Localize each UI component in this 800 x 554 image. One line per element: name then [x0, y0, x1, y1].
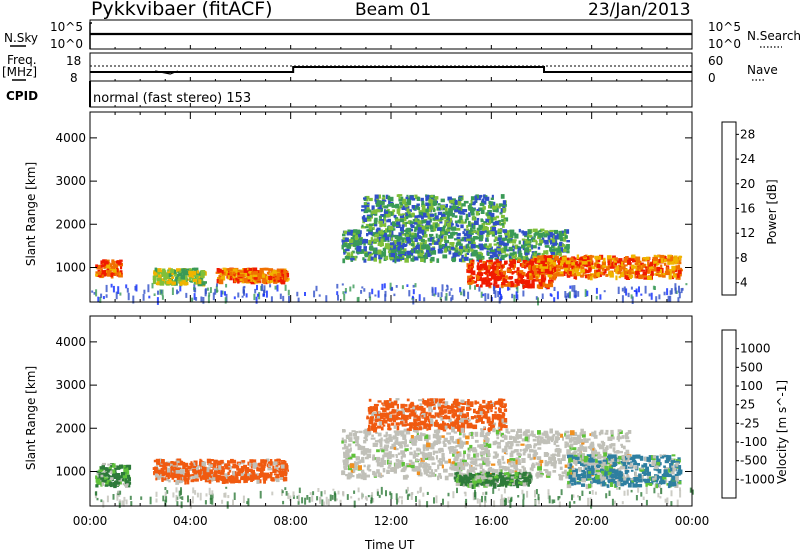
cpid-text: normal (fast stereo) 153 [93, 91, 252, 106]
station-title: Pykkvibaer (fitACF) [91, 0, 273, 20]
velocity-cbar-label-6: -500 [740, 454, 767, 468]
nsearch-tick-bottom: 10^0 [708, 37, 741, 51]
nsearch-tick-top: 10^5 [708, 20, 741, 34]
beam-title: Beam 01 [355, 0, 432, 20]
freq-unit-label: [MHz] [2, 65, 38, 79]
xtick-label-0: 00:00 [73, 514, 108, 528]
freq-tick-top: 18 [66, 54, 82, 68]
velocity-ytick-label-0: 1000 [55, 464, 86, 478]
velocity-cbar-label-3: 25 [740, 398, 755, 412]
freq-tick-bottom: 8 [70, 71, 78, 85]
nsky-tick-top: 10^5 [50, 20, 83, 34]
power-cbar-label-0: 4 [740, 276, 748, 290]
nsky-start-marker [89, 22, 92, 49]
velocity-colorbar-frame [721, 329, 737, 499]
velocity-cbar-label-1: 500 [740, 360, 763, 374]
velocity-ytick-label-2: 3000 [55, 378, 86, 392]
velocity-ytick-label-1: 2000 [55, 421, 86, 435]
power-ytick-label-3: 4000 [55, 131, 86, 145]
xlabel: Time UT [365, 538, 415, 552]
velocity-cbar-label-7: -1000 [740, 472, 775, 486]
xtick-label-4: 16:00 [474, 514, 509, 528]
power-colorbar-frame [721, 121, 737, 296]
velocity-data [94, 398, 694, 509]
xtick-label-3: 12:00 [374, 514, 409, 528]
power-cbar-label-3: 16 [740, 202, 755, 216]
power-cbar-label-5: 24 [740, 152, 755, 166]
velocity-cbar-label-5: -100 [740, 435, 767, 449]
cpid-label: CPID [6, 89, 39, 103]
velocity-cbar-label-2: 100 [740, 379, 763, 393]
velocity-cbar-label-4: -25 [740, 416, 760, 430]
xtick-label-5: 20:00 [574, 514, 609, 528]
nsky-label: N.Sky [4, 31, 39, 45]
xtick-label-2: 08:00 [273, 514, 308, 528]
xtick-label-6: 00:00 [675, 514, 710, 528]
xtick-label-1: 04:00 [173, 514, 208, 528]
freq-label: Freq. [7, 53, 37, 67]
power-cbar-label-2: 12 [740, 226, 755, 240]
nave-label: Nave [747, 63, 778, 77]
power-cbar-label-6: 28 [740, 127, 755, 141]
nave-tick-bottom: 0 [708, 71, 716, 85]
nsky-tick-bottom: 10^0 [50, 37, 83, 51]
date-title: 23/Jan/2013 [588, 0, 691, 20]
power-cbar-label-1: 8 [740, 251, 748, 265]
power-ytick-label-1: 2000 [55, 217, 86, 231]
power-cbar-label-4: 20 [740, 177, 755, 191]
freq-line [90, 66, 692, 73]
nsearch-label: N.Search [747, 29, 800, 43]
velocity-ytick-label-3: 4000 [55, 335, 86, 349]
power-data [91, 194, 688, 306]
velocity-cbar-label-0: 1000 [740, 342, 771, 356]
power-ytick-label-2: 3000 [55, 174, 86, 188]
nave-tick-top: 60 [708, 54, 724, 68]
power-ytick-label-0: 1000 [55, 260, 86, 274]
freq-blip [155, 70, 179, 75]
